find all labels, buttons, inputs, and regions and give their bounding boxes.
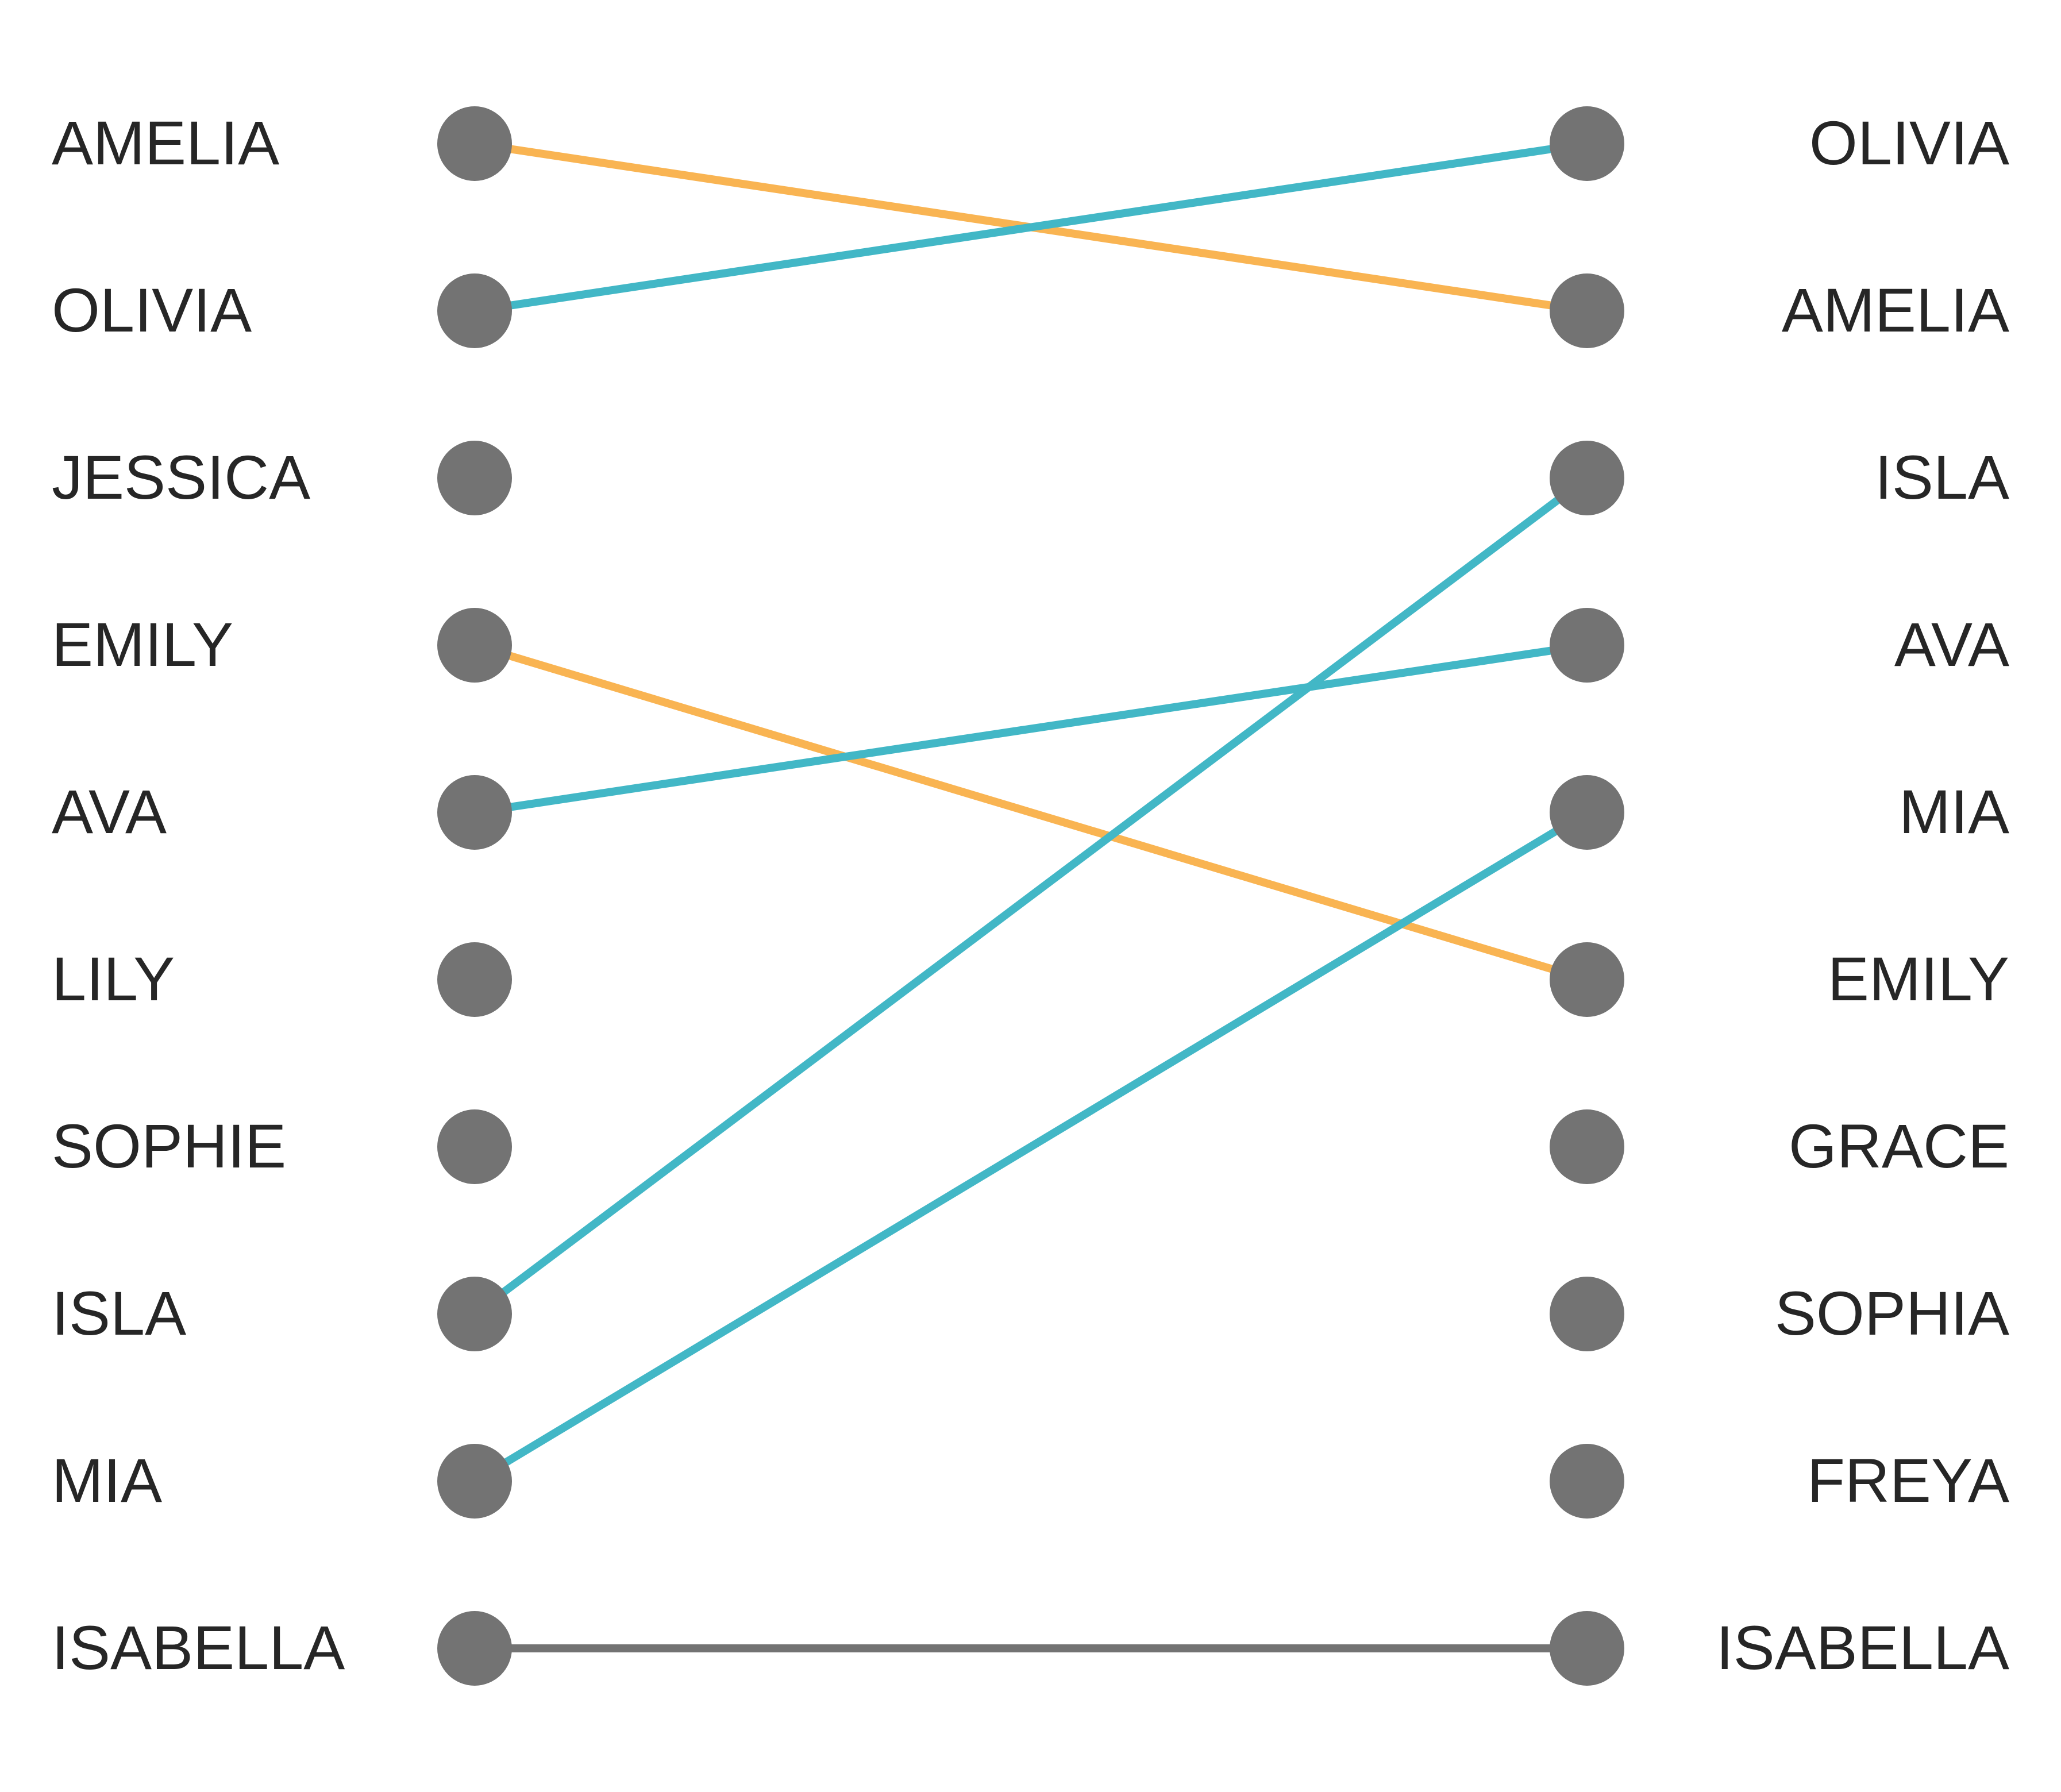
left-dot-emily <box>437 608 512 683</box>
link-line-olivia <box>473 140 1588 315</box>
right-label-grace: GRACE <box>1789 1111 2009 1181</box>
left-label-isabella: ISABELLA <box>52 1613 345 1682</box>
right-label-freya: FREYA <box>1807 1446 2009 1515</box>
left-dot-lily <box>437 942 512 1017</box>
left-dot-mia <box>437 1444 512 1519</box>
link-line-emily <box>473 641 1589 984</box>
left-dot-amelia <box>437 106 512 181</box>
left-dot-olivia <box>437 273 512 348</box>
right-label-olivia: OLIVIA <box>1809 108 2009 178</box>
left-label-olivia: OLIVIA <box>52 275 252 345</box>
right-dot-freya <box>1550 1444 1624 1519</box>
left-dot-jessica <box>437 441 512 515</box>
left-label-jessica: JESSICA <box>52 442 310 512</box>
right-dot-mia <box>1550 775 1624 850</box>
right-label-emily: EMILY <box>1828 944 2009 1013</box>
right-label-isabella: ISABELLA <box>1716 1613 2009 1682</box>
left-dot-isla <box>437 1277 512 1351</box>
rank-dots <box>437 106 1624 1686</box>
right-dot-isla <box>1550 441 1624 515</box>
left-label-ava: AVA <box>52 777 167 846</box>
link-line-ava <box>473 641 1588 816</box>
link-line-isla <box>472 475 1590 1317</box>
link-line-mia <box>472 809 1589 1485</box>
left-label-sophie: SOPHIE <box>52 1111 286 1181</box>
left-dot-isabella <box>437 1611 512 1686</box>
right-dot-emily <box>1550 942 1624 1017</box>
right-dot-isabella <box>1550 1611 1624 1686</box>
left-label-emily: EMILY <box>52 610 233 679</box>
right-dot-olivia <box>1550 106 1624 181</box>
right-label-ava: AVA <box>1894 610 2009 679</box>
rank-labels: AMELIA OLIVIA JESSICA EMILY AVA LILY SOPHIE ISL… <box>52 108 2009 1682</box>
left-label-isla: ISLA <box>52 1278 186 1348</box>
right-label-sophia: SOPHIA <box>1775 1278 2009 1348</box>
right-label-amelia: AMELIA <box>1782 275 2009 345</box>
right-dot-sophia <box>1550 1277 1624 1351</box>
right-label-isla: ISLA <box>1875 442 2009 512</box>
left-label-lily: LILY <box>52 944 175 1013</box>
left-dot-ava <box>437 775 512 850</box>
right-label-mia: MIA <box>1899 777 2009 846</box>
right-dot-grace <box>1550 1109 1624 1184</box>
left-label-mia: MIA <box>52 1446 162 1515</box>
left-label-amelia: AMELIA <box>52 108 279 178</box>
left-dot-sophie <box>437 1109 512 1184</box>
connector-lines <box>472 140 1590 1652</box>
right-dot-ava <box>1550 608 1624 683</box>
right-dot-amelia <box>1550 273 1624 348</box>
